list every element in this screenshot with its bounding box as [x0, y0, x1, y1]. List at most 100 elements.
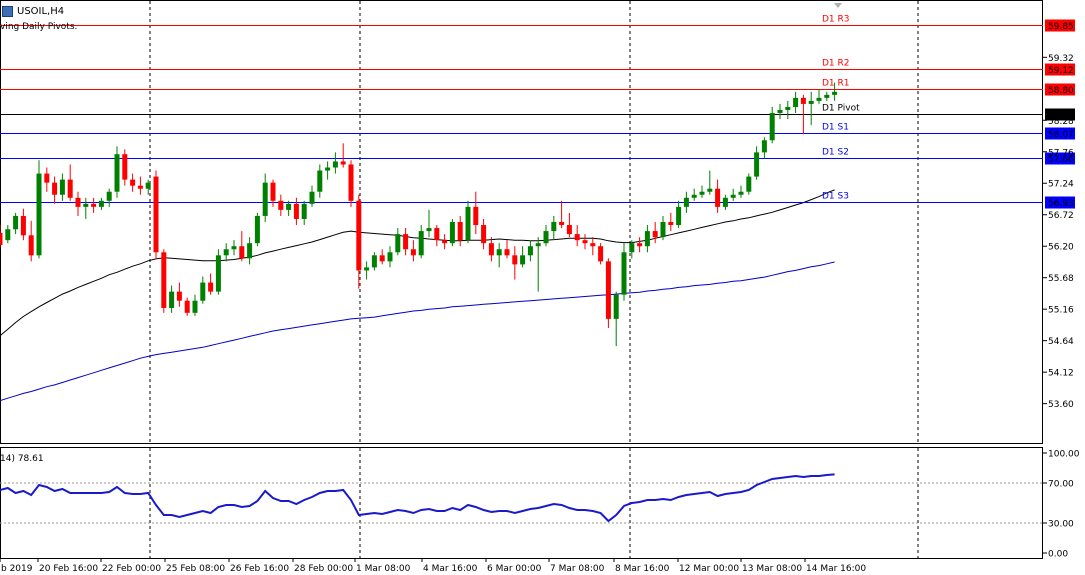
candle-body — [551, 222, 557, 232]
candle-body — [590, 243, 596, 247]
current-price-tag — [1045, 108, 1075, 121]
candle-body — [410, 249, 416, 256]
candle-body — [496, 249, 502, 256]
candle-body — [325, 167, 331, 171]
candle-body — [278, 200, 284, 210]
candle-body — [761, 140, 767, 153]
candle-body — [106, 191, 112, 201]
time-label: 12 Mar 00:00 — [679, 564, 739, 574]
main-chart-frame — [0, 0, 1043, 444]
price-axis: 59.85 59.12 58.80 58.39 58.07 57.66 56.93 59.32… — [1043, 19, 1075, 410]
rsi-line — [0, 473, 835, 523]
pivot-price-tag — [1045, 83, 1075, 96]
candle-body — [715, 188, 721, 207]
candle-body — [270, 182, 276, 201]
candle-body — [488, 243, 494, 256]
candle-body — [605, 261, 611, 319]
candle-body — [722, 197, 728, 207]
candle-body — [192, 300, 198, 313]
candle-body — [442, 240, 448, 244]
time-label: 13 Mar 08:00 — [742, 564, 802, 574]
candle-body — [426, 228, 432, 232]
price-tick-label: 58.28 — [1048, 117, 1074, 127]
pivot-price-text: 58.07 — [1048, 130, 1074, 140]
candle-body — [184, 300, 190, 313]
time-label: 22 Feb 00:00 — [102, 564, 161, 574]
candle-body — [527, 246, 533, 256]
candle-body — [449, 222, 455, 244]
shift-marker-icon[interactable] — [834, 3, 842, 8]
candle-body — [738, 191, 744, 195]
symbol-header: USOIL,H4 — [2, 4, 64, 18]
candle-body — [746, 176, 752, 192]
candle-body — [520, 255, 526, 265]
price-tick-label: 53.60 — [1048, 400, 1074, 410]
candle-body — [543, 231, 549, 244]
candle-body — [824, 94, 830, 98]
candle-body — [83, 203, 89, 207]
candle-body — [566, 225, 572, 235]
candle-body — [387, 252, 393, 262]
candle-body — [215, 255, 221, 292]
candle-body — [231, 246, 237, 250]
indicator-name: ving Daily Pivots. — [0, 22, 78, 32]
candle-body — [122, 154, 128, 180]
candle-body — [317, 170, 323, 192]
pivot-price-text: 58.80 — [1048, 86, 1074, 96]
time-label: 20 Feb 16:00 — [39, 564, 98, 574]
candle-body — [699, 191, 705, 195]
rsi-tick-label: 70.00 — [1048, 480, 1074, 490]
candle-body — [683, 197, 689, 207]
pivot-label: D1 S2 — [822, 148, 849, 158]
price-tick-label: 59.32 — [1048, 54, 1074, 64]
candle-body — [644, 231, 650, 247]
price-tick-label: 54.64 — [1048, 337, 1074, 347]
candle-body — [660, 222, 666, 238]
pivot-label: D1 S1 — [822, 123, 849, 133]
price-tick-label: 57.24 — [1048, 180, 1074, 190]
pivot-price-tag — [1045, 196, 1075, 209]
time-label: 8 Mar 16:00 — [615, 564, 670, 574]
pivot-label: D1 R2 — [822, 59, 850, 69]
candle-body — [44, 173, 50, 183]
rsi-oscillator: 100.00 70.00 30.00 0.00 14) 78.61 — [0, 450, 1080, 560]
candle-body — [465, 206, 471, 241]
candle-body — [286, 203, 292, 210]
time-label: 7 Mar 08:00 — [550, 564, 605, 574]
candle-body — [254, 215, 260, 244]
pivot-label: D1 R1 — [822, 79, 850, 89]
candle-body — [574, 234, 580, 241]
candle-body — [340, 161, 346, 165]
candle-body — [67, 179, 73, 198]
candle-body — [676, 206, 682, 226]
candle-body — [200, 282, 206, 301]
time-axis: b 2019 20 Feb 16:00 22 Feb 00:00 25 Feb 08:… — [0, 558, 866, 574]
pivot-lines: D1 R3 D1 R2 D1 R1 D1 Pivot D1 S1 D1 S2 D1 S3 — [0, 15, 1043, 203]
candle-body — [816, 97, 822, 101]
candle-body — [395, 234, 401, 253]
symbol-label: USOIL,H4 — [17, 5, 65, 17]
candle-body — [613, 294, 619, 319]
pivot-price-text: 59.85 — [1048, 22, 1074, 32]
pivot-price-tag — [1045, 19, 1075, 32]
candle-body — [457, 222, 463, 241]
time-label: 1 Mar 08:00 — [356, 564, 411, 574]
candle-body — [114, 154, 120, 192]
pivot-price-text: 56.93 — [1048, 199, 1074, 209]
price-tick-label: 56.72 — [1048, 211, 1074, 221]
candle-body — [621, 252, 627, 295]
candle-body — [36, 173, 42, 256]
candle-body — [176, 291, 182, 301]
candle-body — [208, 282, 214, 292]
candle-body — [668, 222, 674, 226]
pivot-price-tag — [1045, 63, 1075, 76]
candle-body — [371, 255, 377, 268]
time-label: 28 Feb 00:00 — [294, 564, 353, 574]
candle-body — [769, 113, 775, 141]
candle-body — [52, 182, 58, 195]
candle-body — [379, 255, 385, 262]
rsi-tick-label: 0.00 — [1048, 550, 1068, 560]
pivot-price-tag — [1045, 127, 1075, 140]
candle-body — [785, 106, 791, 110]
